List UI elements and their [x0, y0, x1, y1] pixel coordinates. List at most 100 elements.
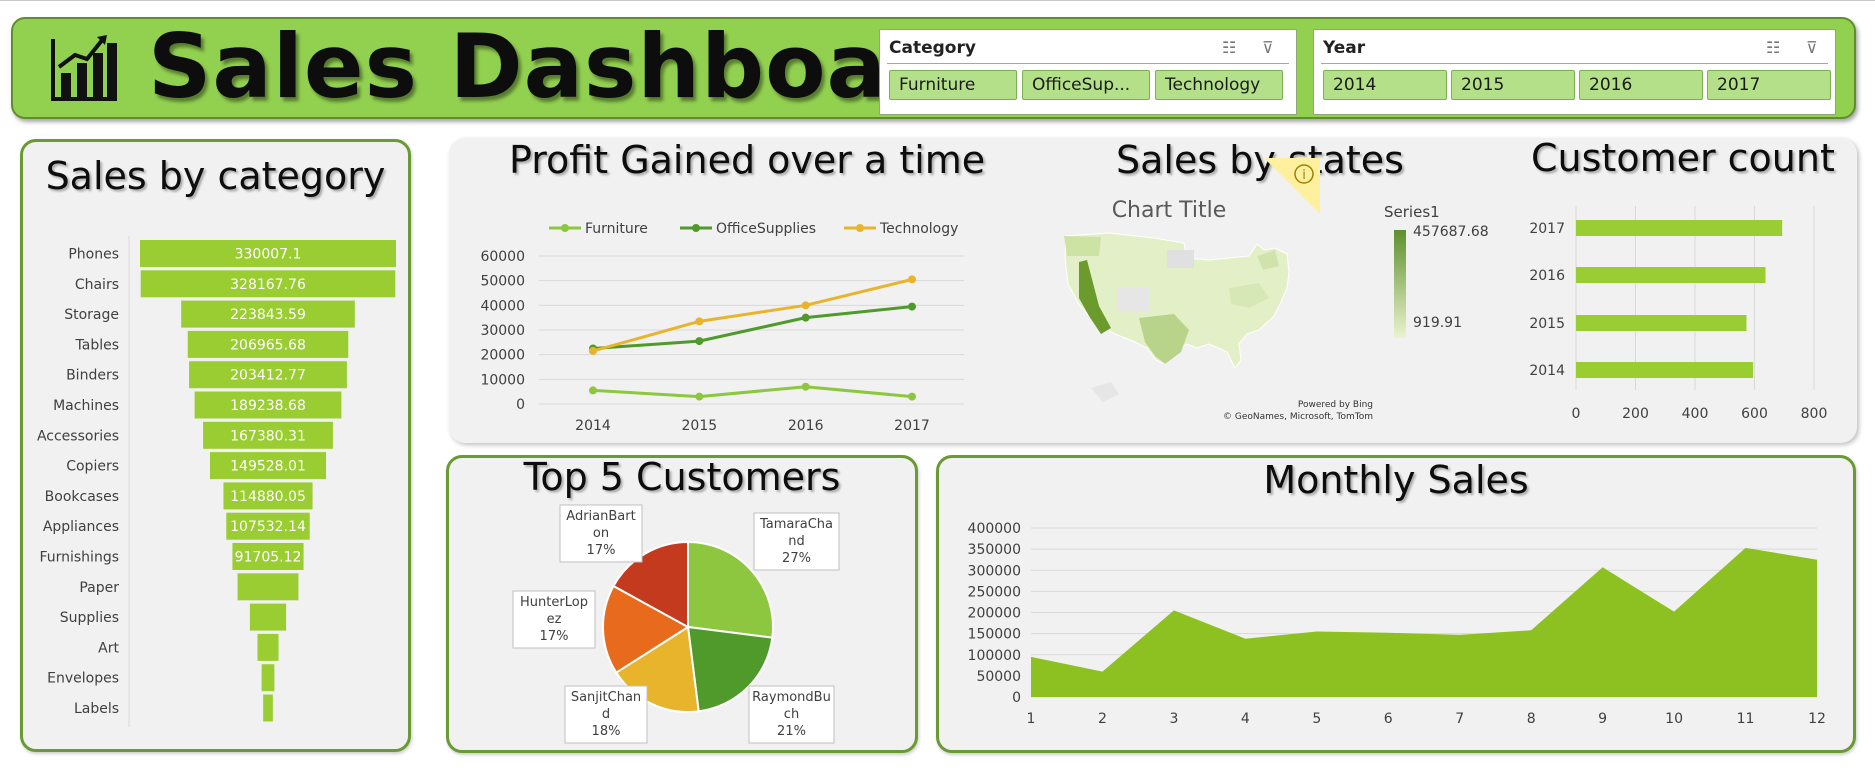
y-tick-label: 30000 [480, 323, 525, 339]
category-label: Bookcases [45, 489, 119, 505]
y-tick-label: 50000 [480, 274, 525, 290]
customer-bar[interactable] [1576, 267, 1766, 283]
pie-slice[interactable] [687, 540, 774, 639]
category-label: Copiers [66, 459, 119, 475]
series-line[interactable] [592, 277, 913, 353]
category-label: Storage [64, 307, 119, 323]
info-badge[interactable]: i [1264, 158, 1384, 238]
slicer-item-officesupplies[interactable]: OfficeSup... [1022, 70, 1150, 100]
profit-line-chart: 0 10000 20000 30000 40000 50000 60000 2014 2015 2… [480, 221, 964, 434]
customer-bar[interactable] [1576, 362, 1754, 378]
x-tick-label: 400 [1682, 406, 1709, 422]
multi-select-icon[interactable]: ☷ [1766, 38, 1781, 57]
funnel-bar[interactable] [181, 300, 355, 328]
pie-slice[interactable] [686, 625, 774, 713]
funnel-value-label: 167380.31 [230, 428, 306, 444]
funnel-bar[interactable] [203, 421, 333, 449]
map-legend-max: 457687.68 [1413, 224, 1489, 240]
customer-count-chart: 0 200 400 600 800 2017 2016 2015 2014 [1529, 206, 1827, 422]
slicer-item-2014[interactable]: 2014 [1323, 70, 1447, 100]
y-tick-label: 150000 [968, 627, 1021, 643]
multi-select-icon[interactable]: ☷ [1222, 38, 1237, 57]
monthly-area[interactable] [1031, 547, 1817, 697]
category-label: Labels [74, 701, 119, 717]
legend-marker [856, 224, 864, 232]
x-tick-label: 11 [1737, 711, 1755, 727]
category-label: Chairs [75, 277, 119, 293]
x-tick-label: 6 [1384, 711, 1393, 727]
slicer-item-furniture[interactable]: Furniture [889, 70, 1017, 100]
legend-label: OfficeSupplies [716, 221, 816, 237]
x-tick-label: 4 [1241, 711, 1250, 727]
pie-label: d [602, 707, 610, 722]
category-label: Binders [66, 368, 119, 384]
y-tick-label: 60000 [480, 249, 525, 265]
pie-label: HunterLop [520, 595, 588, 610]
funnel-bar[interactable] [249, 603, 287, 631]
y-tick-label: 2015 [1529, 316, 1565, 332]
funnel-bar[interactable] [232, 543, 304, 570]
y-tick-label: 350000 [968, 542, 1021, 558]
slicer-item-2015[interactable]: 2015 [1451, 70, 1575, 100]
y-tick-label: 10000 [480, 372, 525, 388]
data-point[interactable] [908, 392, 916, 401]
data-point[interactable] [908, 302, 916, 311]
data-point[interactable] [908, 275, 916, 284]
info-icon[interactable] [1294, 164, 1314, 184]
data-point[interactable] [801, 301, 810, 310]
funnel-value-label: 330007.1 [235, 247, 302, 263]
funnel-bar[interactable] [223, 482, 313, 510]
year-slicer[interactable]: Year ☷ ⊽ 2014 2015 2016 2017 [1313, 29, 1836, 115]
pie-label: nd [788, 534, 805, 549]
customer-bar[interactable] [1576, 220, 1783, 236]
funnel-bar[interactable] [194, 391, 342, 419]
series-line[interactable] [592, 385, 913, 399]
slicer-item-2016[interactable]: 2016 [1579, 70, 1703, 100]
data-point[interactable] [589, 346, 597, 355]
year-slicer-title: Year [1323, 38, 1366, 58]
pie-slice[interactable] [612, 540, 689, 629]
funnel-bar[interactable] [261, 664, 275, 692]
legend-label: Furniture [585, 221, 648, 237]
pie-label: ch [784, 707, 799, 722]
funnel-bar[interactable] [257, 633, 279, 661]
map-shapes [1064, 232, 1290, 402]
pie-label: RaymondBu [752, 690, 831, 705]
top5-customers-panel: Top 5 Customers TamaraCha nd 27% RaymondBu c… [446, 455, 918, 753]
data-point[interactable] [695, 337, 704, 346]
category-label: Art [98, 640, 119, 656]
pie-label: 17% [587, 543, 616, 558]
funnel-bar[interactable] [187, 330, 349, 358]
analytics-panel: Profit Gained over a time Sales by state… [449, 136, 1857, 443]
series-line[interactable] [592, 305, 913, 350]
svg-text:i: i [1302, 168, 1306, 183]
funnel-bar[interactable] [226, 512, 310, 540]
category-label: Machines [53, 398, 119, 414]
category-label: Appliances [43, 519, 119, 535]
funnel-bar[interactable] [140, 270, 396, 298]
funnel-bar[interactable] [140, 240, 396, 267]
y-tick-label: 2017 [1529, 221, 1565, 237]
category-slicer[interactable]: Category ☷ ⊽ Furniture OfficeSup... Tech… [879, 29, 1297, 115]
clear-filter-icon[interactable]: ⊽ [1262, 38, 1274, 57]
data-point[interactable] [801, 382, 810, 391]
us-states-map[interactable] [449, 138, 1309, 438]
funnel-value-label: 206965.68 [230, 337, 306, 353]
slicer-item-technology[interactable]: Technology [1155, 70, 1283, 100]
funnel-bar[interactable] [263, 694, 273, 722]
funnel-bar[interactable] [189, 361, 347, 389]
data-point[interactable] [695, 317, 704, 326]
data-point[interactable] [695, 392, 704, 401]
funnel-value-label: 328167.76 [230, 277, 306, 293]
pie-slice[interactable] [602, 584, 690, 674]
states-title: Sales by states [1116, 138, 1404, 182]
slicer-item-2017[interactable]: 2017 [1707, 70, 1831, 100]
customer-bar[interactable] [1576, 315, 1747, 331]
funnel-bar[interactable] [237, 573, 299, 601]
clear-filter-icon[interactable]: ⊽ [1806, 38, 1818, 57]
funnel-bar[interactable] [210, 452, 326, 480]
monthly-sales-area-chart: 0 50000 100000 150000 200000 250000 300000 3500… [968, 521, 1826, 727]
data-point[interactable] [589, 386, 597, 395]
data-point[interactable] [801, 313, 810, 322]
pie-label-box [748, 685, 835, 744]
